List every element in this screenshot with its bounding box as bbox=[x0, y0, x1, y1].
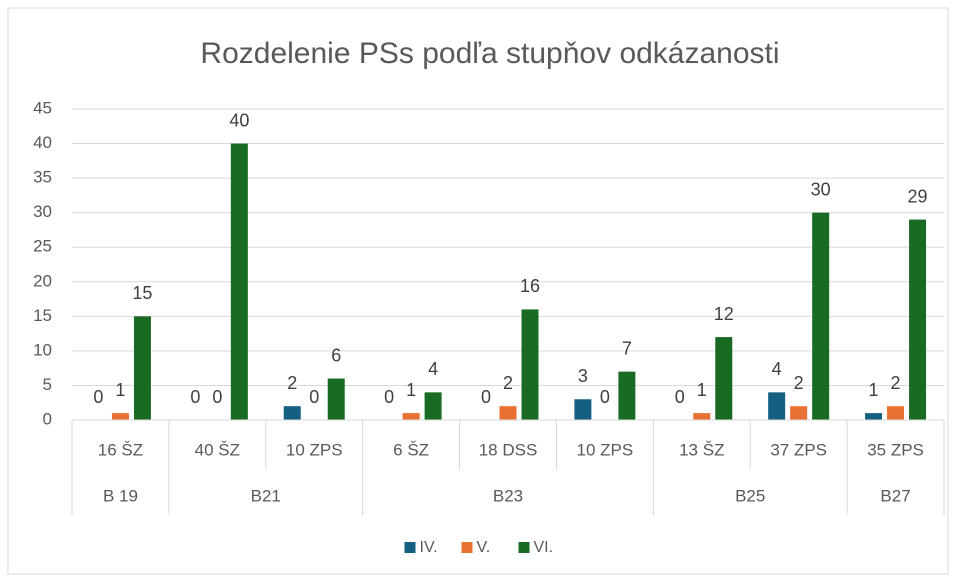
x-tick-label: 40 ŠZ bbox=[195, 440, 240, 459]
bar bbox=[402, 413, 420, 420]
bar bbox=[618, 371, 636, 420]
legend-label: V. bbox=[477, 539, 491, 556]
legend-swatch bbox=[518, 542, 530, 553]
bar bbox=[327, 378, 345, 420]
data-label: 0 bbox=[481, 387, 491, 407]
data-label: 1 bbox=[406, 380, 416, 400]
data-label: 0 bbox=[93, 387, 103, 407]
legend-swatch bbox=[461, 542, 473, 553]
y-tick-label: 30 bbox=[33, 202, 52, 221]
y-tick-label: 45 bbox=[33, 98, 52, 117]
data-label: 29 bbox=[908, 186, 928, 206]
x-tick-label: 6 ŠZ bbox=[393, 440, 429, 459]
x-tick-label: 18 DSS bbox=[479, 440, 538, 459]
bar bbox=[111, 413, 129, 420]
bar bbox=[424, 392, 442, 420]
data-label: 0 bbox=[190, 387, 200, 407]
bar bbox=[812, 212, 830, 420]
data-label: 2 bbox=[891, 373, 901, 393]
data-label: 15 bbox=[132, 283, 152, 303]
data-label: 0 bbox=[384, 387, 394, 407]
bar bbox=[574, 399, 592, 420]
y-tick-label: 5 bbox=[43, 375, 52, 394]
x-tick-label: 37 ZPS bbox=[770, 440, 827, 459]
legend-swatch bbox=[404, 542, 416, 553]
y-tick-label: 15 bbox=[33, 306, 52, 325]
bar bbox=[887, 406, 905, 420]
group-label: B27 bbox=[880, 486, 910, 505]
data-label: 12 bbox=[714, 304, 734, 324]
bar bbox=[768, 392, 786, 420]
bar bbox=[909, 219, 927, 420]
data-label: 1 bbox=[697, 380, 707, 400]
x-tick-label: 10 ZPS bbox=[286, 440, 343, 459]
data-label: 40 bbox=[229, 110, 249, 130]
x-tick-label: 16 ŠZ bbox=[98, 440, 143, 459]
group-label: B21 bbox=[251, 486, 281, 505]
x-tick-label: 10 ZPS bbox=[577, 440, 634, 459]
data-label: 0 bbox=[600, 387, 610, 407]
y-tick-label: 20 bbox=[33, 271, 52, 290]
bar bbox=[865, 413, 883, 420]
data-label: 3 bbox=[578, 366, 588, 386]
legend-label: IV. bbox=[420, 539, 438, 556]
legend-label: VI. bbox=[534, 539, 554, 556]
chart-frame bbox=[7, 7, 949, 575]
group-label: B25 bbox=[735, 486, 765, 505]
y-tick-label: 0 bbox=[43, 409, 52, 428]
bar bbox=[230, 143, 248, 421]
data-label: 30 bbox=[811, 179, 831, 199]
chart-title: Rozdelenie PSs podľa stupňov odkázanosti bbox=[200, 37, 779, 70]
bar bbox=[693, 413, 711, 420]
group-label: B23 bbox=[493, 486, 523, 505]
y-tick-label: 25 bbox=[33, 237, 52, 256]
data-label: 0 bbox=[212, 387, 222, 407]
data-label: 2 bbox=[794, 373, 804, 393]
data-label: 6 bbox=[331, 345, 341, 365]
data-label: 7 bbox=[622, 338, 632, 358]
x-tick-label: 35 ZPS bbox=[867, 440, 924, 459]
data-label: 16 bbox=[520, 276, 540, 296]
bar bbox=[133, 316, 151, 420]
x-tick-label: 13 ŠZ bbox=[679, 440, 724, 459]
bar bbox=[715, 337, 733, 420]
y-tick-label: 40 bbox=[33, 133, 52, 152]
y-tick-label: 35 bbox=[33, 168, 52, 187]
bar bbox=[499, 406, 517, 420]
data-label: 2 bbox=[287, 373, 297, 393]
data-label: 4 bbox=[772, 359, 782, 379]
data-label: 1 bbox=[869, 380, 879, 400]
bar bbox=[521, 309, 539, 420]
data-label: 0 bbox=[675, 387, 685, 407]
bar bbox=[790, 406, 808, 420]
group-label: B 19 bbox=[103, 486, 138, 505]
y-tick-label: 10 bbox=[33, 340, 52, 359]
data-label: 0 bbox=[309, 387, 319, 407]
data-label: 4 bbox=[428, 359, 438, 379]
bar bbox=[283, 406, 301, 420]
data-label: 1 bbox=[115, 380, 125, 400]
data-label: 2 bbox=[503, 373, 513, 393]
